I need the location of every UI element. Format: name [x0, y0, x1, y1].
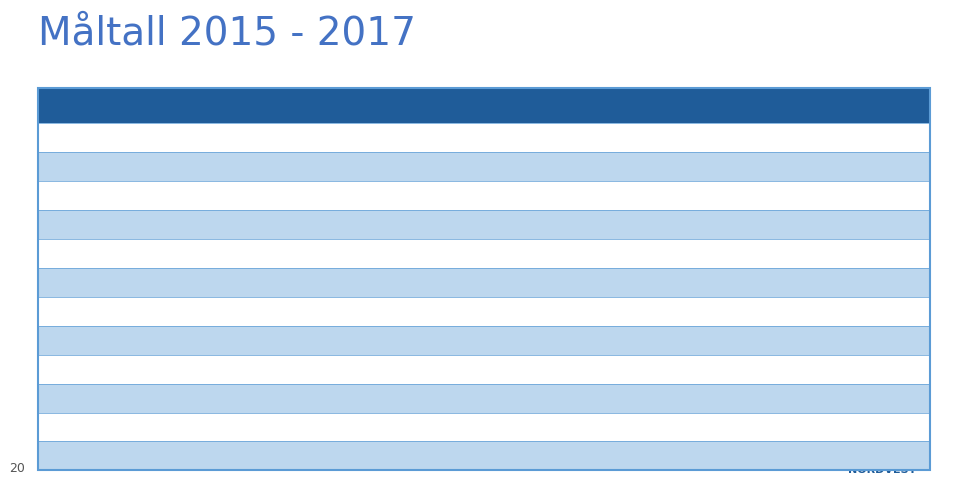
Text: Innskuddsvekst: Innskuddsvekst	[46, 449, 141, 463]
Text: 50,0 %: 50,0 %	[833, 305, 876, 318]
Text: Vekst PM: Vekst PM	[46, 392, 102, 405]
Text: 1,58 %: 1,58 %	[690, 247, 733, 260]
Text: 17,0 %: 17,0 %	[690, 189, 733, 202]
Text: 50,0 %: 50,0 %	[539, 305, 581, 318]
Text: 4,0 %: 4,0 %	[837, 392, 872, 405]
Text: 0,0 %: 0,0 %	[694, 334, 729, 347]
Text: 4,0 %: 4,0 %	[694, 392, 729, 405]
Text: 14,5 %: 14,5 %	[833, 131, 876, 145]
Text: Kjernekapital: Kjernekapital	[46, 160, 127, 173]
Text: 1,68 %: 1,68 %	[833, 247, 876, 260]
Text: 4,0 %: 4,0 %	[543, 392, 577, 405]
Text: 13,5 %: 13,5 %	[539, 131, 581, 145]
Text: 3,0 %: 3,0 %	[837, 420, 872, 434]
Text: 14,5 %: 14,5 %	[539, 160, 581, 173]
Text: 1,27 %: 1,27 %	[539, 276, 581, 289]
Text: 0,0 %: 0,0 %	[837, 334, 872, 347]
Text: Kostnadsvekst: Kostnadsvekst	[46, 334, 135, 347]
Text: 55,0 %: 55,0 %	[539, 363, 581, 376]
Text: Rentenetto: Rentenetto	[46, 247, 114, 260]
Text: 9,0 %: 9,0 %	[694, 218, 729, 231]
Text: Ren kjernekapital: Ren kjernekapital	[46, 131, 152, 145]
Text: 18,0 %: 18,0 %	[833, 189, 876, 202]
Text: 1,54 %: 1,54 %	[833, 276, 876, 289]
Text: Måltall 2015 - 2017: Måltall 2015 - 2017	[38, 15, 416, 53]
Text: 52,0 %: 52,0 %	[690, 363, 733, 376]
Text: 2016: 2016	[693, 99, 730, 112]
Text: 2017: 2017	[836, 99, 873, 112]
Text: Innskudds % inkl BK/NK: Innskudds % inkl BK/NK	[46, 305, 191, 318]
Text: 16,0 %: 16,0 %	[539, 189, 581, 202]
Text: Vekst BM: Vekst BM	[46, 420, 103, 434]
Text: 5,0 %: 5,0 %	[837, 449, 872, 463]
Text: 16,0 %: 16,0 %	[833, 160, 876, 173]
Text: 2015: 2015	[542, 99, 578, 112]
Text: Resultatmål før skatt: Resultatmål før skatt	[46, 276, 175, 289]
Text: 5,0 %: 5,0 %	[543, 449, 577, 463]
Text: 50,0 %: 50,0 %	[833, 363, 876, 376]
Text: 20: 20	[10, 462, 26, 475]
Text: SpareBank 1
NORDVEST: SpareBank 1 NORDVEST	[843, 454, 922, 475]
Text: 5,0 %: 5,0 %	[694, 449, 729, 463]
Text: 0,0 %: 0,0 %	[543, 334, 577, 347]
Text: Egenkapitalavkastning: Egenkapitalavkastning	[46, 218, 185, 231]
Text: Kapitaldekning: Kapitaldekning	[46, 189, 137, 202]
Text: 3,0 %: 3,0 %	[694, 420, 729, 434]
Text: 9,0 %: 9,0 %	[837, 218, 872, 231]
Text: 1,53 %: 1,53 %	[539, 247, 581, 260]
Text: 3,0 %: 3,0 %	[543, 420, 577, 434]
Text: 9,0 %: 9,0 %	[543, 218, 577, 231]
Text: 14,5 %: 14,5 %	[690, 131, 733, 145]
Text: 15,5 %: 15,5 %	[690, 160, 733, 173]
Text: 1,40 %: 1,40 %	[690, 276, 733, 289]
Text: 50,0 %: 50,0 %	[690, 305, 733, 318]
Text: Kostnadsprosent: Kostnadsprosent	[46, 363, 149, 376]
